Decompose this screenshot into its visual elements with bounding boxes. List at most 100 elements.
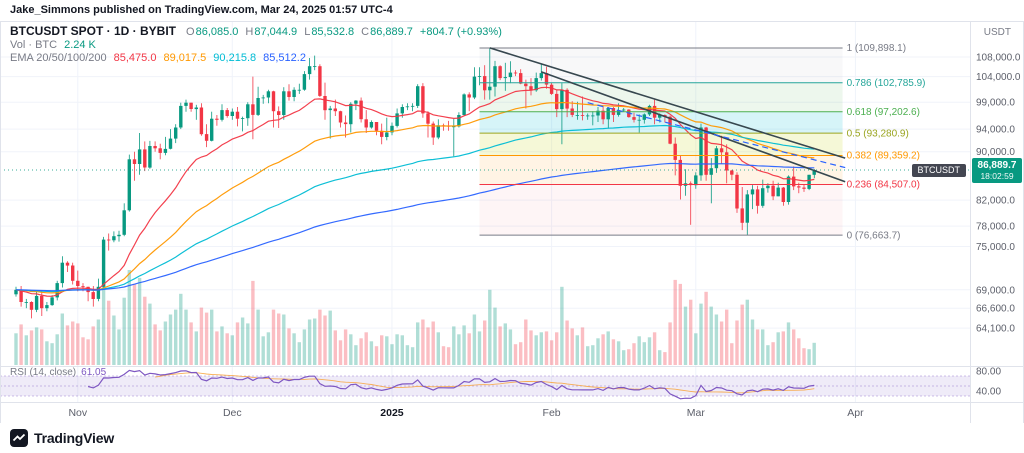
fib-retracement-levels: 1 (109,898.1) 0.786 (102,785.9) 0.618 (97,…: [479, 43, 926, 241]
candle-body: [148, 146, 152, 168]
candle-body: [117, 234, 121, 237]
candle-body: [539, 73, 543, 79]
descending-dashed-line: [587, 102, 846, 169]
volume-bars: [14, 270, 816, 366]
candle-body: [369, 122, 374, 128]
candle-body: [282, 91, 286, 115]
candle-body: [364, 119, 368, 128]
rsi-ma-line: [155, 372, 815, 394]
candle-body: [606, 108, 610, 120]
candle-body: [292, 89, 296, 97]
candle-body: [467, 94, 471, 98]
candle-body: [50, 297, 54, 306]
candle-body: [555, 93, 559, 110]
fib-label: 0.236 (84,507.0): [847, 180, 920, 191]
candle-body: [251, 104, 255, 115]
price-tick: 66,600.0: [976, 304, 1015, 315]
price-tick: 90,000.0: [976, 147, 1015, 158]
rsi-line: [87, 369, 815, 400]
candle-body: [96, 286, 101, 299]
time-tick: Feb: [543, 407, 561, 419]
candle-body: [240, 118, 245, 119]
ema100-line: [15, 124, 815, 293]
ema200-value: 85,512.2: [263, 52, 306, 64]
fib-label: 0.5 (93,280.9): [847, 128, 909, 139]
fib-label: 0.618 (97,202.6): [847, 107, 920, 118]
attribution: Jake_Simmons published on TradingView.co…: [10, 4, 393, 16]
candle-body: [390, 125, 394, 133]
candle-body: [307, 66, 312, 75]
ema20-line: [15, 86, 815, 297]
candle-body: [740, 208, 744, 223]
candle-body: [560, 89, 564, 110]
price-scale[interactable]: 108,000.0 104,000.0 99,000.0 94,000.0 90,000…: [976, 53, 1021, 398]
ema-legend: EMA 20/50/100/200 85,475.0 89,017.5 90,2…: [10, 52, 306, 64]
price-tick: 104,000.0: [976, 72, 1021, 83]
candle-body: [586, 115, 590, 117]
ema50-line: [15, 101, 815, 294]
candle-body: [297, 89, 301, 91]
candle-body: [359, 100, 363, 120]
candle-body: [668, 116, 672, 144]
price-change: +804.7 (+0.93%): [419, 26, 502, 38]
candle-body: [400, 107, 404, 114]
candle-body: [786, 176, 791, 202]
author-link[interactable]: Jake_Simmons: [10, 4, 91, 16]
price-tick: 75,000.0: [976, 242, 1015, 253]
fib-label: 1 (109,898.1): [847, 43, 907, 54]
candle-body: [745, 194, 749, 223]
candle-body: [416, 86, 420, 106]
candle-body: [755, 189, 760, 206]
candle-body: [549, 84, 554, 94]
candle-body: [498, 66, 502, 79]
time-tick: Dec: [223, 407, 242, 419]
price-scale-symbol-label: BTCUSDT: [911, 164, 966, 177]
candle-body: [730, 170, 734, 175]
candle-body: [179, 105, 183, 128]
price-tick: 64,100.0: [976, 324, 1015, 335]
rsi-tick: 40.00: [976, 387, 1001, 398]
candle-body: [673, 143, 677, 160]
candle-body: [385, 132, 389, 137]
candle-body: [632, 117, 636, 120]
rsi-tick: 80.00: [976, 367, 1001, 378]
candle-body: [488, 86, 492, 91]
price-tick: 78,000.0: [976, 222, 1015, 233]
candle-body: [601, 110, 605, 120]
candle-body: [60, 262, 64, 284]
candle-body: [204, 134, 209, 141]
candle-body: [704, 127, 708, 175]
tradingview-wordmark[interactable]: TradingView: [34, 430, 115, 446]
grid-lines: [0, 22, 970, 402]
candle-body: [65, 262, 70, 266]
ema20-value: 85,475.0: [113, 52, 157, 64]
tradingview-logo-icon[interactable]: [10, 429, 28, 447]
rsi-label: RSI (14, close): [10, 367, 77, 378]
last-price: 86,889.7: [977, 160, 1017, 171]
time-scale[interactable]: Nov Dec 2025 Feb Mar Apr: [68, 407, 864, 419]
candle-body: [91, 292, 95, 299]
candle-body: [210, 118, 214, 141]
candle-body: [333, 108, 337, 112]
candle-body: [122, 210, 126, 235]
ema50-value: 89,017.5: [163, 52, 207, 64]
candle-body: [81, 286, 85, 287]
last-price-badge: 86,889.7 18:02:59: [972, 158, 1022, 183]
candle-body: [807, 174, 811, 189]
candle-body: [503, 77, 507, 79]
price-tick: 69,000.0: [976, 285, 1015, 296]
attribution-text: published on TradingView.com, Mar 24, 20…: [90, 4, 393, 16]
rsi-band: [0, 375, 970, 397]
descending-trendline-upper: [489, 47, 846, 159]
candle-body: [225, 110, 229, 116]
candle-body: [421, 86, 425, 114]
candle-body: [529, 86, 533, 91]
price-tick: 94,000.0: [976, 125, 1015, 136]
ohlc-close: C 86,889.7: [361, 26, 413, 38]
candle-body: [436, 125, 440, 138]
candle-body: [534, 78, 538, 91]
candle-body: [771, 185, 775, 197]
ohlc-open: O 86,085.0: [186, 26, 239, 38]
candle-body: [725, 152, 729, 171]
